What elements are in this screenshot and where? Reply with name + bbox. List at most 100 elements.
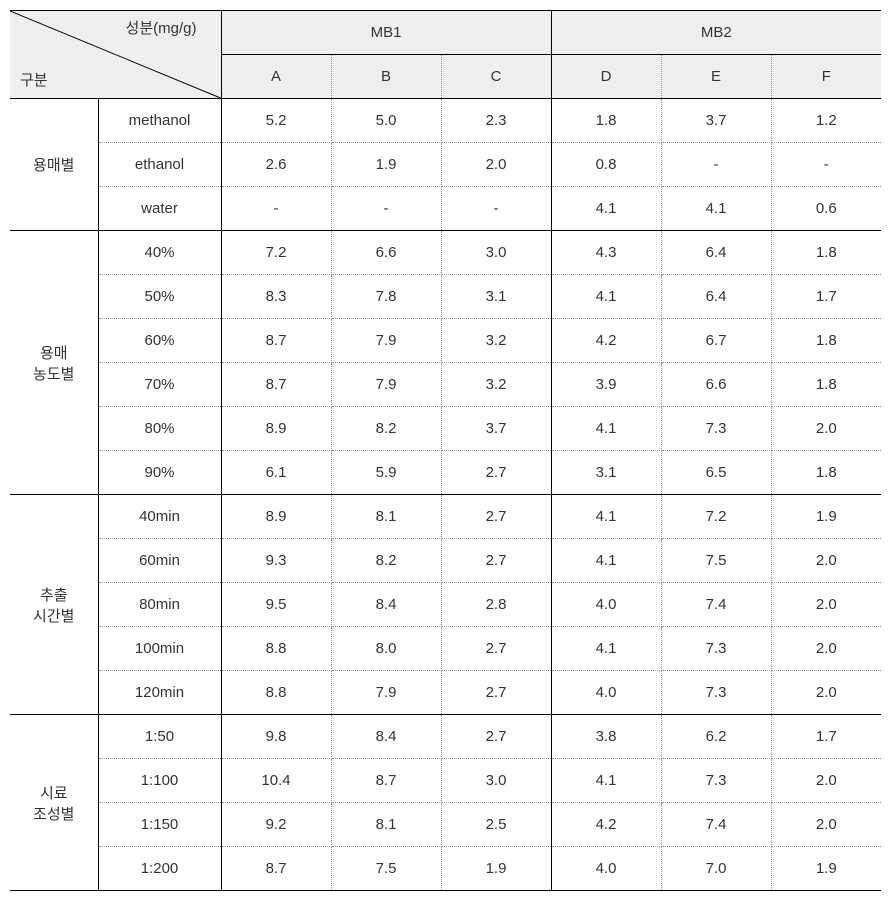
data-cell: 3.7 (661, 99, 771, 143)
data-cell: 7.4 (661, 803, 771, 847)
data-cell: 8.4 (331, 583, 441, 627)
data-cell: 3.2 (441, 363, 551, 407)
table-row: water---4.14.10.6 (10, 187, 881, 231)
row-key: 90% (98, 451, 221, 495)
data-cell: 1.9 (771, 495, 881, 539)
row-key: 120min (98, 671, 221, 715)
data-cell: 2.0 (771, 583, 881, 627)
data-cell: 9.5 (221, 583, 331, 627)
data-cell: 7.3 (661, 407, 771, 451)
section-label: 용매별 (10, 99, 98, 231)
section-label: 용매농도별 (10, 231, 98, 495)
row-key: 60min (98, 539, 221, 583)
data-cell: 7.9 (331, 319, 441, 363)
data-cell: 2.0 (771, 759, 881, 803)
data-cell: 2.0 (771, 627, 881, 671)
header-row-1: 성분(mg/g) 구분 MB1 MB2 (10, 11, 881, 55)
table-row: 1:10010.48.73.04.17.32.0 (10, 759, 881, 803)
data-cell: 4.1 (551, 407, 661, 451)
data-cell: 2.0 (771, 803, 881, 847)
data-cell: 4.2 (551, 319, 661, 363)
data-cell: 1.2 (771, 99, 881, 143)
data-table: 성분(mg/g) 구분 MB1 MB2 A B C D E F 용매별metha… (10, 10, 881, 891)
data-cell: 4.1 (551, 627, 661, 671)
section-label: 시료조성별 (10, 715, 98, 891)
data-cell: 2.5 (441, 803, 551, 847)
section-label: 추출시간별 (10, 495, 98, 715)
table-row: 70%8.77.93.23.96.61.8 (10, 363, 881, 407)
data-cell: 10.4 (221, 759, 331, 803)
data-cell: - (221, 187, 331, 231)
row-key: 40% (98, 231, 221, 275)
data-cell: 8.7 (221, 363, 331, 407)
data-cell: - (771, 143, 881, 187)
table-row: 추출시간별40min8.98.12.74.17.21.9 (10, 495, 881, 539)
data-cell: 6.6 (661, 363, 771, 407)
data-cell: 8.7 (331, 759, 441, 803)
data-cell: 4.0 (551, 671, 661, 715)
data-cell: 1.8 (551, 99, 661, 143)
table-row: 100min8.88.02.74.17.32.0 (10, 627, 881, 671)
data-cell: - (661, 143, 771, 187)
row-key: 80min (98, 583, 221, 627)
data-cell: 8.2 (331, 539, 441, 583)
diag-bottom-label: 구분 (20, 69, 48, 90)
table-container: 성분(mg/g) 구분 MB1 MB2 A B C D E F 용매별metha… (10, 10, 881, 891)
data-cell: 1.9 (771, 847, 881, 891)
data-cell: 7.3 (661, 671, 771, 715)
data-cell: 7.3 (661, 759, 771, 803)
data-cell: 9.3 (221, 539, 331, 583)
data-cell: 7.5 (331, 847, 441, 891)
col-E: E (661, 55, 771, 99)
data-cell: 6.5 (661, 451, 771, 495)
data-cell: 2.8 (441, 583, 551, 627)
data-cell: 5.9 (331, 451, 441, 495)
table-row: 50%8.37.83.14.16.41.7 (10, 275, 881, 319)
data-cell: 3.8 (551, 715, 661, 759)
table-row: 120min8.87.92.74.07.32.0 (10, 671, 881, 715)
data-cell: 7.9 (331, 671, 441, 715)
data-cell: 6.4 (661, 275, 771, 319)
data-cell: 5.2 (221, 99, 331, 143)
data-cell: 2.7 (441, 671, 551, 715)
data-cell: 7.5 (661, 539, 771, 583)
col-C: C (441, 55, 551, 99)
data-cell: 1.9 (331, 143, 441, 187)
table-row: 80min9.58.42.84.07.42.0 (10, 583, 881, 627)
table-row: 1:1509.28.12.54.27.42.0 (10, 803, 881, 847)
data-cell: 8.0 (331, 627, 441, 671)
table-body: 용매별methanol5.25.02.31.83.71.2ethanol2.61… (10, 99, 881, 891)
diag-top-label: 성분(mg/g) (126, 17, 197, 38)
data-cell: 8.9 (221, 407, 331, 451)
data-cell: 2.7 (441, 495, 551, 539)
data-cell: 6.7 (661, 319, 771, 363)
data-cell: 2.0 (441, 143, 551, 187)
data-cell: 7.8 (331, 275, 441, 319)
data-cell: 2.3 (441, 99, 551, 143)
row-key: 1:50 (98, 715, 221, 759)
data-cell: 2.7 (441, 539, 551, 583)
data-cell: 4.1 (551, 539, 661, 583)
row-key: 60% (98, 319, 221, 363)
table-row: 시료조성별1:509.88.42.73.86.21.7 (10, 715, 881, 759)
row-key: 50% (98, 275, 221, 319)
data-cell: - (331, 187, 441, 231)
col-group-mb2: MB2 (551, 11, 881, 55)
col-D: D (551, 55, 661, 99)
data-cell: 4.3 (551, 231, 661, 275)
data-cell: 7.9 (331, 363, 441, 407)
data-cell: 8.4 (331, 715, 441, 759)
data-cell: 7.4 (661, 583, 771, 627)
data-cell: 6.4 (661, 231, 771, 275)
row-key: ethanol (98, 143, 221, 187)
data-cell: 2.7 (441, 451, 551, 495)
table-row: ethanol2.61.92.00.8-- (10, 143, 881, 187)
data-cell: 5.0 (331, 99, 441, 143)
data-cell: 4.2 (551, 803, 661, 847)
table-row: 용매농도별40%7.26.63.04.36.41.8 (10, 231, 881, 275)
data-cell: 8.2 (331, 407, 441, 451)
data-cell: 8.3 (221, 275, 331, 319)
data-cell: 1.8 (771, 319, 881, 363)
data-cell: 2.7 (441, 627, 551, 671)
data-cell: 4.1 (551, 495, 661, 539)
